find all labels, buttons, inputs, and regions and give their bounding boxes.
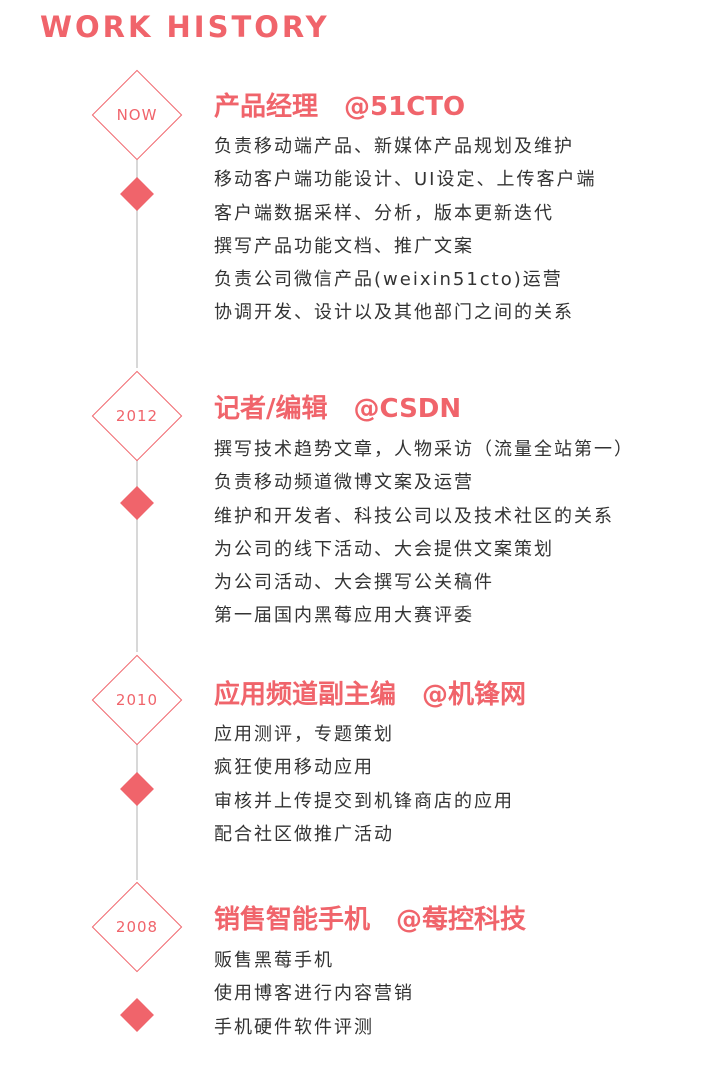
duty-item: 负责移动端产品、新媒体产品规划及维护	[214, 136, 574, 157]
role-title: 记者/编辑 @CSDN	[214, 388, 461, 425]
duty-item: 应用测评，专题策划	[214, 724, 394, 745]
duty-item: 负责移动频道微博文案及运营	[214, 472, 474, 494]
duty-list: 应用测评，专题策划 疯狂使用移动应用 审核并上传提交到机锋商店的应用 配合社区做…	[214, 718, 514, 851]
duty-item: 为公司的线下活动、大会提供文案策划	[214, 538, 554, 560]
role-name: 记者/编辑	[214, 394, 328, 424]
duty-item: 撰写产品功能文档、推广文案	[214, 235, 474, 257]
duty-item: 客户端数据采样、分析，版本更新迭代	[214, 202, 554, 224]
duty-item: 审核并上传提交到机锋商店的应用	[214, 790, 514, 812]
duty-item: 为公司活动、大会撰写公关稿件	[214, 572, 494, 594]
duty-item: 使用博客进行内容营销	[214, 983, 414, 1005]
duty-list: 撰写技术趋势文章，人物采访（流量全站第一） 负责移动频道微博文案及运营 维护和开…	[214, 433, 634, 633]
role-name: 产品经理	[214, 92, 319, 122]
duty-item: 负责公司微信产品(weixin51cto)运营	[214, 269, 563, 291]
year-label: 2012	[115, 407, 159, 425]
section-heading: WORK HISTORY	[40, 10, 330, 44]
role-title: 应用频道副主编 @机锋网	[214, 674, 526, 711]
role-name: 销售智能手机	[214, 905, 371, 935]
year-label: NOW	[116, 106, 158, 124]
timeline-line	[136, 456, 138, 652]
duty-item: 配合社区做推广活动	[214, 823, 394, 845]
duty-list: 负责移动端产品、新媒体产品规划及维护 移动客户端功能设计、UI设定、上传客户端 …	[214, 130, 596, 330]
duty-item: 第一届国内黑莓应用大赛评委	[214, 605, 474, 627]
year-label: 2008	[115, 918, 159, 936]
company-name: @CSDN	[353, 394, 462, 424]
timeline-node	[120, 486, 154, 520]
duty-list: 贩售黑莓手机 使用博客进行内容营销 手机硬件软件评测	[214, 944, 414, 1044]
duty-item: 手机硬件软件评测	[214, 1016, 374, 1038]
duty-item: 维护和开发者、科技公司以及技术社区的关系	[214, 505, 614, 527]
timeline-node	[120, 998, 154, 1032]
duty-item: 撰写技术趋势文章，人物采访（流量全站第一）	[214, 439, 634, 460]
company-name: @51CTO	[344, 92, 466, 122]
role-title: 销售智能手机 @莓控科技	[214, 899, 526, 936]
timeline-line	[136, 744, 138, 880]
timeline-line	[136, 160, 138, 368]
duty-item: 贩售黑莓手机	[214, 950, 334, 971]
role-name: 应用频道副主编	[214, 680, 397, 710]
role-title: 产品经理 @51CTO	[214, 86, 465, 123]
company-name: @莓控科技	[396, 905, 527, 935]
timeline-node	[120, 177, 154, 211]
year-label: 2010	[115, 691, 159, 709]
company-name: @机锋网	[422, 680, 527, 710]
duty-item: 疯狂使用移动应用	[214, 757, 374, 779]
duty-item: 移动客户端功能设计、UI设定、上传客户端	[214, 169, 597, 191]
duty-item: 协调开发、设计以及其他部门之间的关系	[214, 302, 574, 324]
timeline-node	[120, 772, 154, 806]
